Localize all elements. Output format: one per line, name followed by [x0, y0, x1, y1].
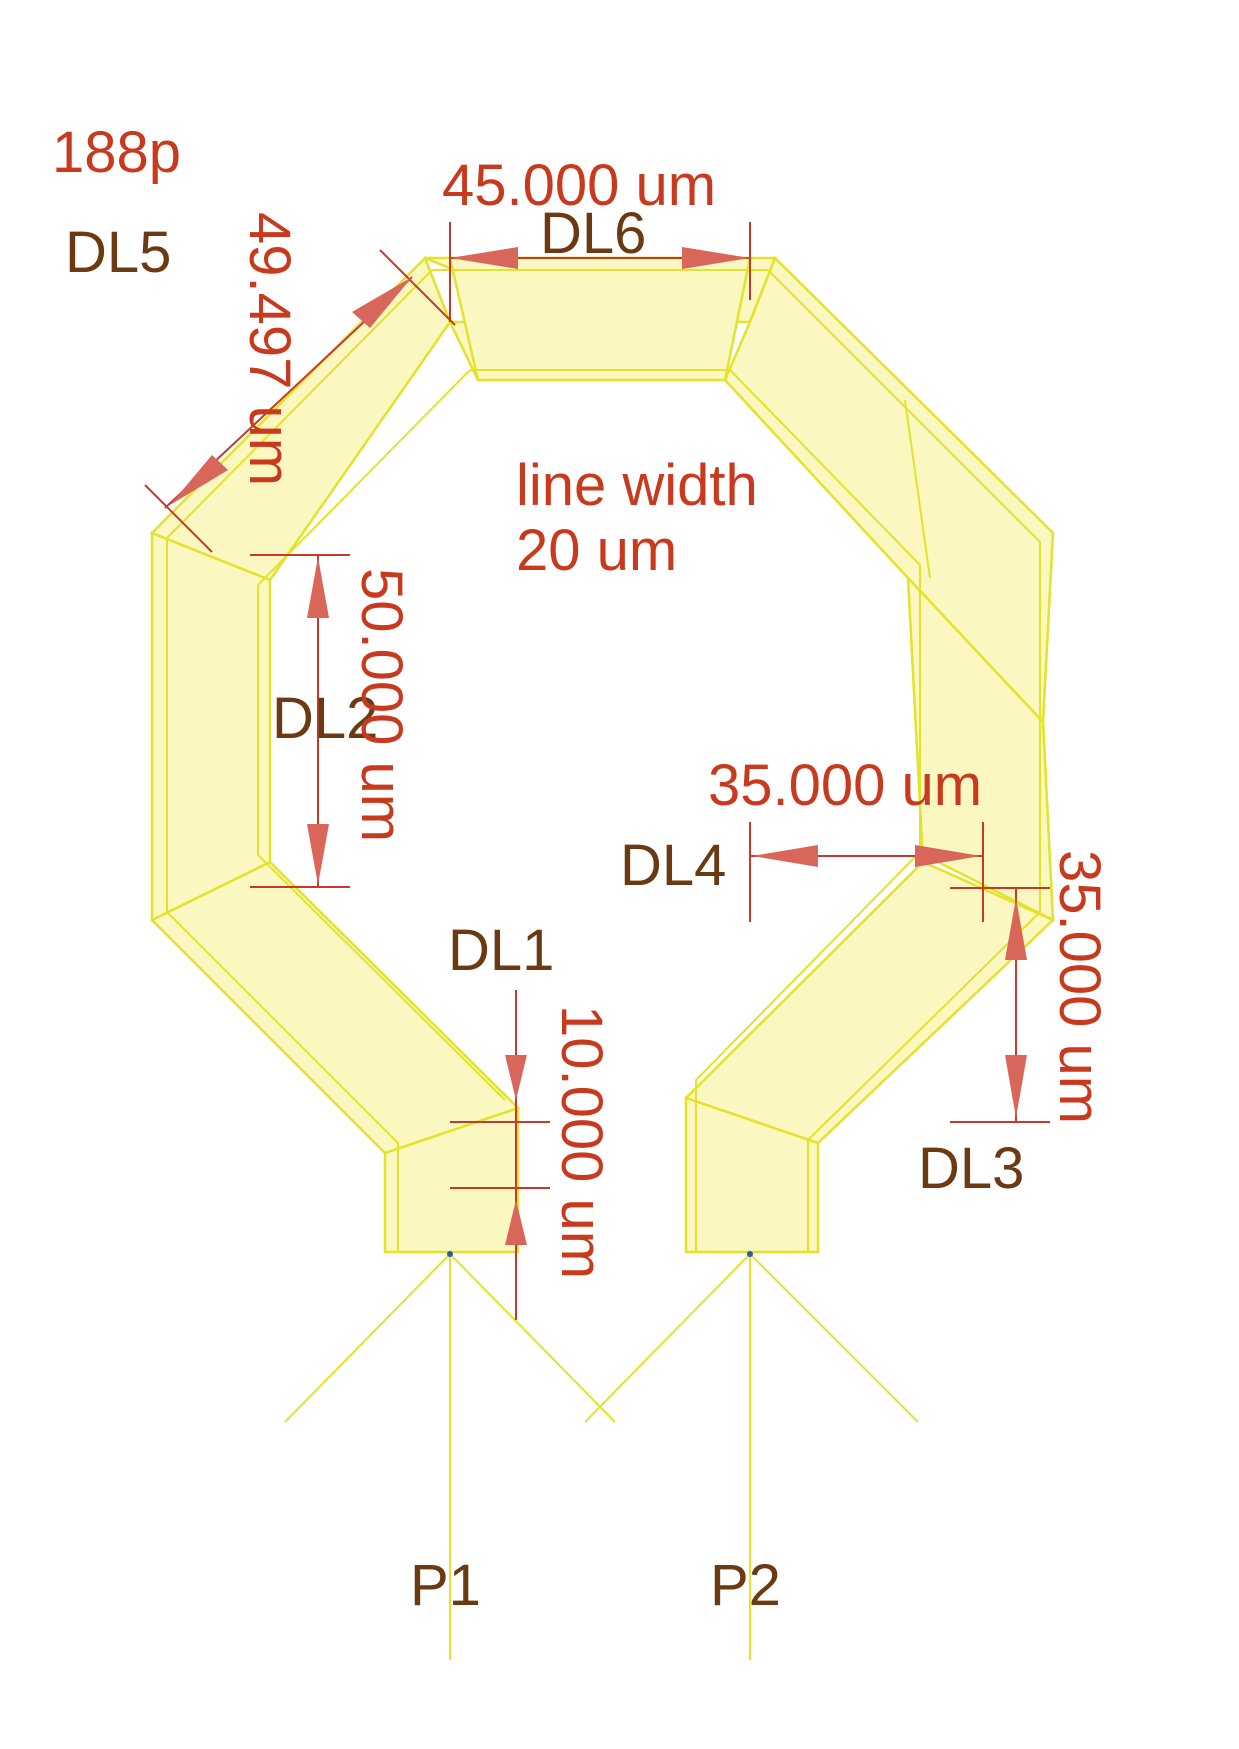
count-label: 188p [52, 120, 181, 185]
segment-left-lower-diagonal [149, 860, 521, 1155]
trace-segments [149, 255, 1056, 1254]
label-dl2: DL2 [272, 686, 378, 751]
segment-dl2 [150, 531, 272, 923]
dim-top-width: 45.000 um [442, 153, 716, 218]
label-p1: P1 [410, 1553, 481, 1618]
dim-horizontal-offset: 35.000 um [708, 753, 982, 818]
port-p1-node [447, 1251, 453, 1257]
segment-dl6-body [448, 256, 752, 382]
port-p2-node [747, 1251, 753, 1257]
label-dl5: DL5 [65, 220, 171, 285]
port-wires [284, 1251, 919, 1660]
label-dl4: DL4 [620, 833, 726, 898]
segment-dl3 [684, 1096, 820, 1254]
line-width-label: line width [516, 453, 758, 518]
dim-left-vertical: 50.000 um [349, 568, 414, 842]
label-dl1: DL1 [448, 918, 554, 983]
label-dl3: DL3 [918, 1136, 1024, 1201]
labels: 188p 45.000 um DL6 DL5 49.497 um line wi… [52, 120, 1112, 1618]
label-p2: P2 [710, 1553, 781, 1618]
dim-diagonal: 49.497 um [237, 212, 302, 486]
dim-right-vertical: 35.000 um [1047, 850, 1112, 1124]
label-dl6: DL6 [540, 201, 646, 266]
line-width-value: 20 um [516, 518, 677, 583]
dimension-lines [144, 222, 1050, 1320]
segment-right-upper-diagonal [723, 255, 1055, 725]
trace-inner-edges [166, 269, 1041, 1252]
dim-stub: 10.000 um [549, 1005, 614, 1279]
